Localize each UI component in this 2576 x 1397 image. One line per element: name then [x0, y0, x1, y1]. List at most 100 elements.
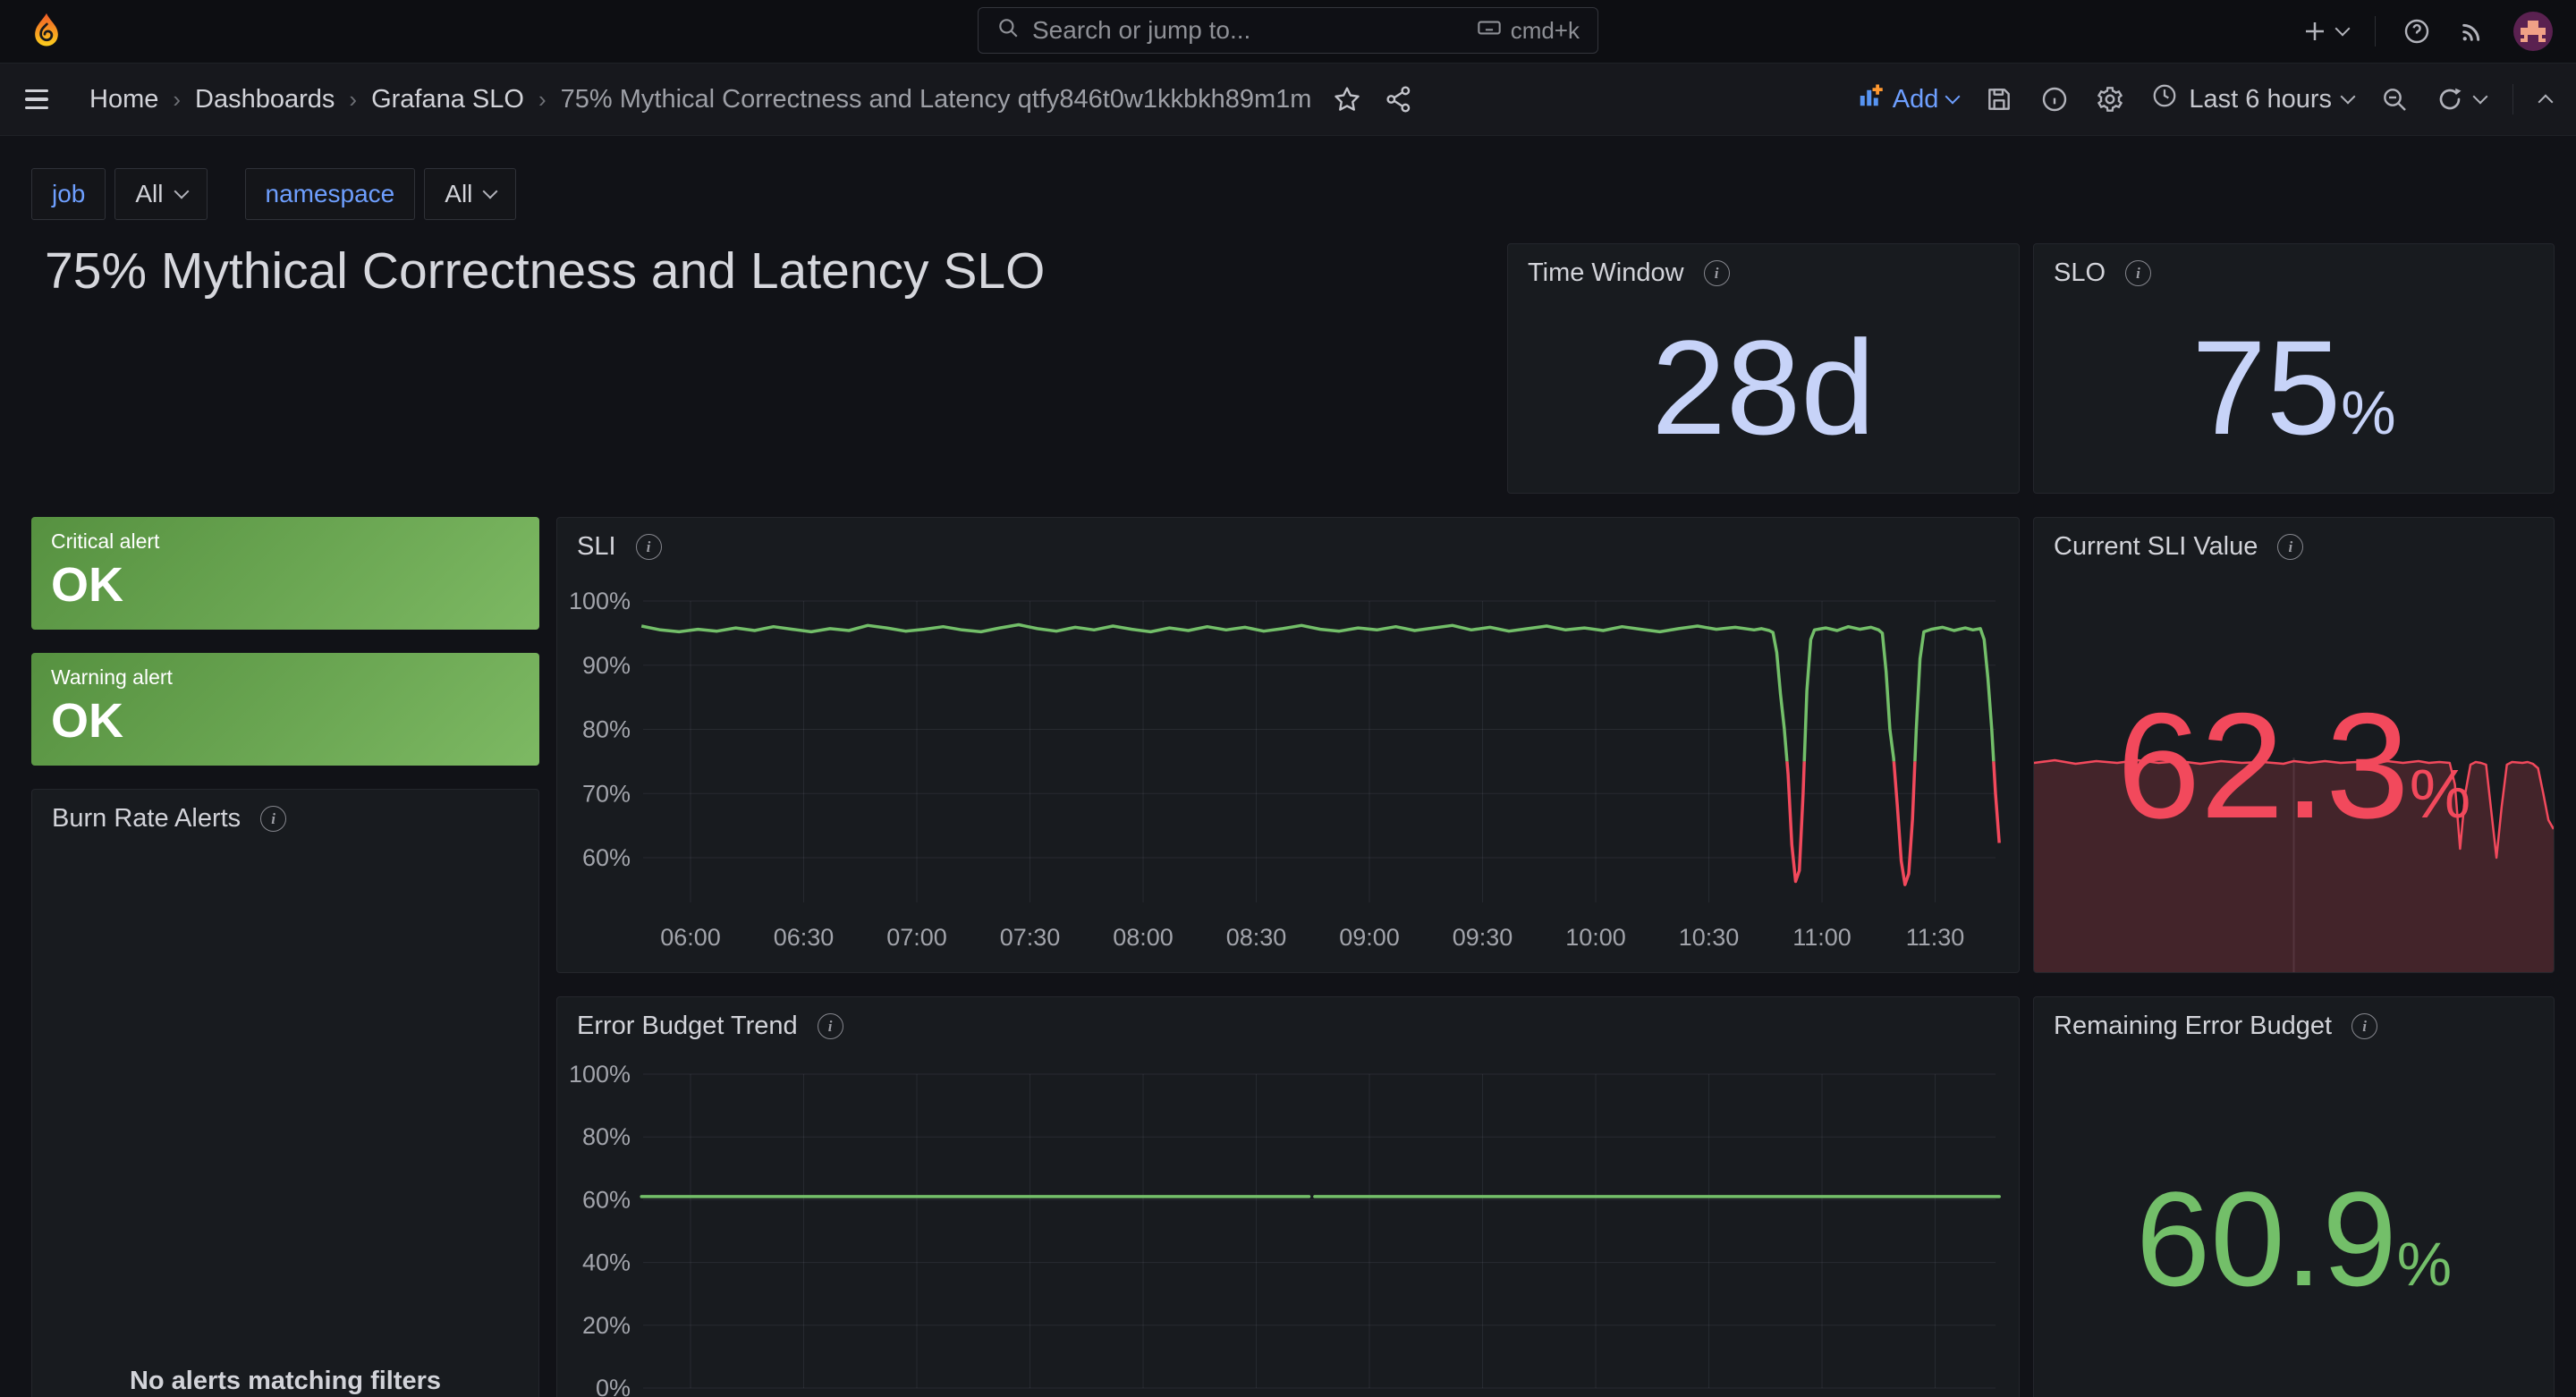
svg-text:11:30: 11:30 [1906, 924, 1965, 951]
error-budget-trend-chart[interactable]: 0% 20% 40% 60% 80% 100% [557, 997, 2019, 1397]
keyboard-icon [1477, 15, 1502, 47]
filter-namespace-value[interactable]: All [424, 168, 517, 220]
svg-text:60%: 60% [582, 1186, 631, 1213]
add-panel-button[interactable]: Add [1857, 82, 1961, 116]
info-icon[interactable]: i [260, 806, 287, 832]
svg-text:0%: 0% [596, 1375, 631, 1397]
search-input[interactable]: Search or jump to... cmd+k [978, 7, 1598, 54]
share-icon[interactable] [1385, 85, 1413, 114]
alert-label: Critical alert [51, 529, 160, 553]
chevron-down-icon [482, 183, 498, 199]
panel-title[interactable]: SLO [2054, 258, 2106, 287]
dashboard-toolbar: Add [1857, 82, 2554, 116]
svg-text:70%: 70% [582, 780, 631, 807]
breadcrumb-separator: › [538, 85, 547, 113]
help-icon[interactable] [2402, 17, 2431, 46]
alert-status: OK [51, 558, 123, 612]
chevron-down-icon [1945, 89, 1961, 105]
slo-value: 75% [2191, 312, 2396, 462]
alert-status: OK [51, 694, 123, 748]
chevron-down-icon [2472, 89, 2488, 105]
star-icon[interactable] [1333, 85, 1361, 114]
template-variables: job All namespace All [31, 168, 517, 220]
svg-text:06:30: 06:30 [774, 924, 835, 951]
breadcrumb-folder[interactable]: Grafana SLO [371, 84, 524, 114]
zoom-out-icon[interactable] [2380, 85, 2409, 114]
chevron-down-icon [174, 183, 189, 199]
info-icon[interactable]: i [817, 1013, 843, 1039]
svg-text:10:00: 10:00 [1565, 924, 1626, 951]
filter-namespace: namespace All [244, 168, 517, 220]
divider [2375, 16, 2376, 47]
save-dashboard-icon[interactable] [1985, 85, 2013, 114]
info-icon[interactable]: i [635, 534, 662, 560]
svg-text:40%: 40% [582, 1249, 631, 1276]
info-icon[interactable]: i [2277, 534, 2304, 560]
svg-text:80%: 80% [582, 716, 631, 743]
panel-remaining-error-budget: Remaining Error Budget i 60.9% [2033, 996, 2555, 1397]
svg-text:09:00: 09:00 [1339, 924, 1400, 951]
sli-timeseries-chart[interactable]: 06:00 06:30 07:00 07:30 08:00 08:30 09:00 09:30… [557, 518, 2019, 972]
svg-text:07:00: 07:00 [886, 924, 947, 951]
search-icon [996, 16, 1020, 46]
svg-text:20%: 20% [582, 1312, 631, 1339]
panel-title[interactable]: Remaining Error Budget [2054, 1012, 2333, 1040]
panel-time-window: Time Window i 28d [1507, 243, 2020, 494]
page-title: 75% Mythical Correctness and Latency SLO [45, 242, 1046, 300]
svg-text:08:00: 08:00 [1113, 924, 1174, 951]
new-button[interactable] [2301, 18, 2351, 45]
breadcrumb-dashboards[interactable]: Dashboards [195, 84, 335, 114]
svg-text:11:00: 11:00 [1792, 924, 1852, 951]
chevron-down-icon [2334, 21, 2351, 37]
filter-job-value[interactable]: All [114, 168, 208, 220]
panel-title[interactable]: Time Window [1528, 258, 1684, 287]
panel-critical-alert: Critical alert OK [31, 517, 539, 630]
info-icon[interactable]: i [2351, 1013, 2378, 1039]
settings-gear-icon[interactable] [2096, 85, 2124, 114]
svg-text:06:00: 06:00 [660, 924, 721, 951]
chevron-down-icon [2340, 89, 2356, 105]
grafana-logo-icon[interactable] [27, 12, 66, 51]
svg-text:08:30: 08:30 [1226, 924, 1287, 951]
top-nav-right [2301, 0, 2553, 63]
panel-slo: SLO i 75% [2033, 243, 2555, 494]
search-placeholder: Search or jump to... [1032, 16, 1251, 44]
news-rss-icon[interactable] [2458, 17, 2487, 46]
user-avatar[interactable] [2513, 12, 2553, 51]
info-icon[interactable]: i [1703, 260, 1730, 286]
filter-job: job All [31, 168, 208, 220]
current-sli-value: 62.3% [2116, 681, 2471, 850]
svg-text:90%: 90% [582, 652, 631, 679]
clock-icon [2151, 82, 2178, 116]
add-chart-icon [1857, 82, 1884, 116]
dashboard-insights-icon[interactable] [2040, 85, 2069, 114]
collapse-header-icon[interactable] [2538, 91, 2554, 110]
panel-title[interactable]: Error Budget Trend [577, 1012, 798, 1040]
breadcrumb-current: 75% Mythical Correctness and Latency qtf… [560, 84, 1312, 114]
svg-text:07:30: 07:30 [1000, 924, 1061, 951]
breadcrumb-separator: › [349, 85, 358, 113]
panel-title[interactable]: Current SLI Value [2054, 532, 2258, 561]
time-range-picker[interactable]: Last 6 hours [2151, 82, 2356, 116]
panel-sli-chart: SLI i 06:00 06:30 07:00 07:30 08:00 08:30 09:0… [556, 517, 2020, 973]
menu-icon[interactable] [25, 80, 64, 119]
refresh-icon[interactable] [2436, 85, 2488, 114]
filter-job-label[interactable]: job [31, 168, 106, 220]
panel-current-sli: Current SLI Value i 62.3% [2033, 517, 2555, 973]
breadcrumb-home[interactable]: Home [89, 84, 159, 114]
no-alerts-message: No alerts matching filters [129, 1367, 442, 1395]
panel-warning-alert: Warning alert OK [31, 653, 539, 766]
info-icon[interactable]: i [2125, 260, 2152, 286]
svg-text:80%: 80% [582, 1123, 631, 1150]
filter-namespace-label[interactable]: namespace [244, 168, 416, 220]
time-window-value: 28d [1651, 312, 1876, 462]
svg-text:100%: 100% [569, 588, 631, 614]
remaining-error-budget-value: 60.9% [2135, 1164, 2453, 1314]
current-sli-sparkline [2034, 758, 2554, 972]
panel-title[interactable]: Burn Rate Alerts [52, 804, 242, 833]
svg-text:10:30: 10:30 [1679, 924, 1740, 951]
dashboard-header-bar: Home › Dashboards › Grafana SLO › 75% My… [0, 64, 2576, 136]
breadcrumb: Home › Dashboards › Grafana SLO › 75% My… [89, 85, 1311, 114]
panel-title[interactable]: SLI [577, 532, 616, 561]
